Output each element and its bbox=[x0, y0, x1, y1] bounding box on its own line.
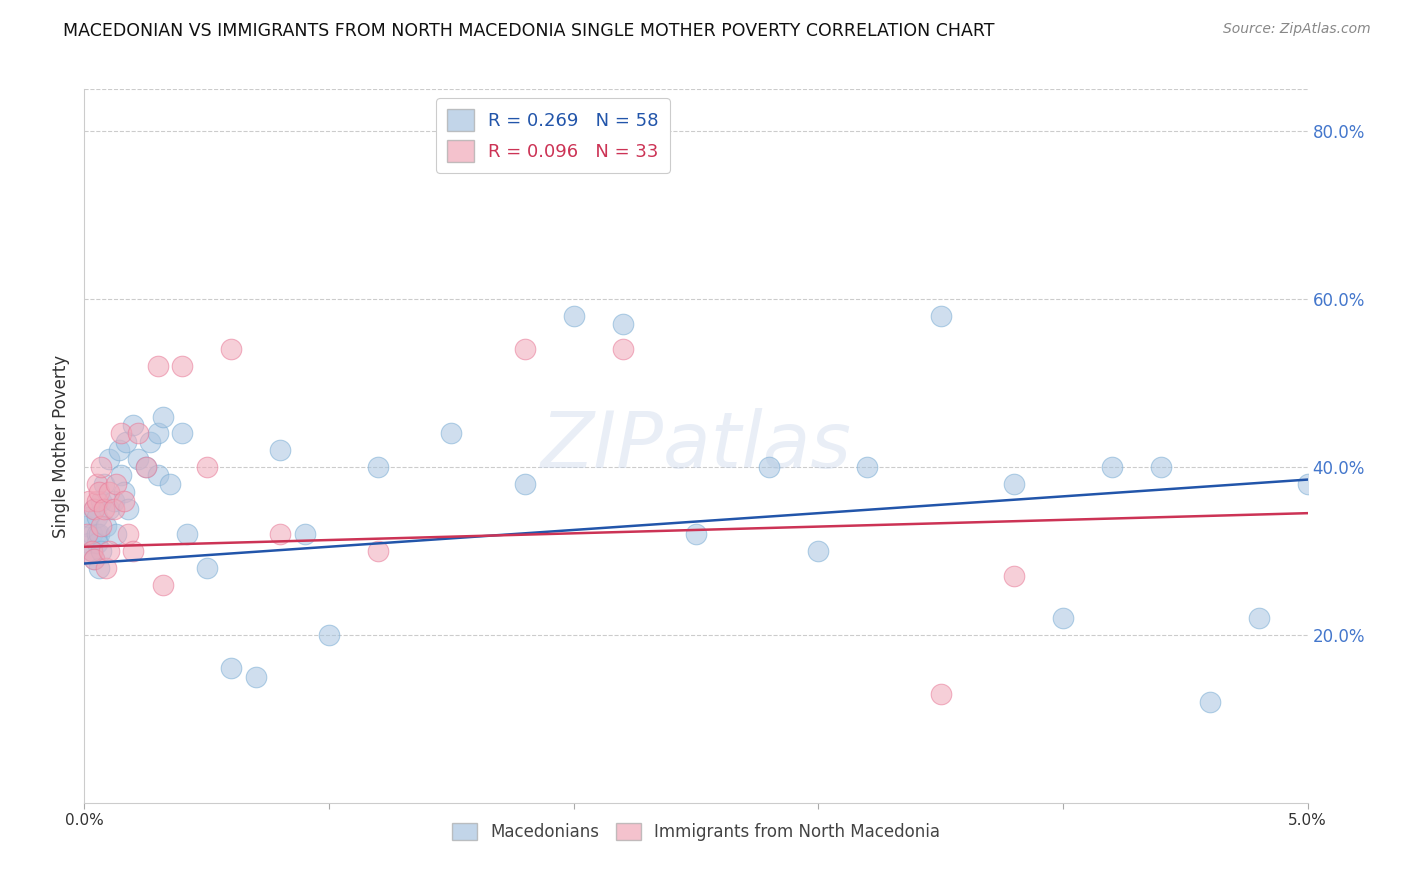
Point bbox=[80, 544, 103, 558]
Point bbox=[612, 343, 634, 357]
Point bbox=[440, 426, 463, 441]
Point bbox=[122, 544, 145, 558]
Point bbox=[80, 527, 103, 541]
Point bbox=[1247, 611, 1270, 625]
Point bbox=[367, 460, 389, 475]
Point bbox=[103, 502, 125, 516]
Point bbox=[115, 434, 138, 449]
Point bbox=[77, 493, 100, 508]
Point bbox=[856, 460, 879, 475]
Point bbox=[97, 544, 120, 558]
Text: MACEDONIAN VS IMMIGRANTS FROM NORTH MACEDONIA SINGLE MOTHER POVERTY CORRELATION : MACEDONIAN VS IMMIGRANTS FROM NORTH MACE… bbox=[63, 22, 995, 40]
Point bbox=[83, 552, 105, 566]
Point bbox=[929, 687, 952, 701]
Point bbox=[135, 460, 157, 475]
Point bbox=[1052, 611, 1074, 625]
Point bbox=[127, 451, 149, 466]
Point bbox=[90, 493, 112, 508]
Point bbox=[146, 426, 169, 441]
Point bbox=[195, 560, 218, 574]
Point bbox=[86, 527, 108, 541]
Point bbox=[294, 527, 316, 541]
Point bbox=[269, 443, 291, 458]
Point bbox=[87, 527, 110, 541]
Point bbox=[146, 468, 169, 483]
Point bbox=[685, 527, 707, 541]
Point bbox=[152, 577, 174, 591]
Point bbox=[90, 544, 112, 558]
Point bbox=[562, 309, 585, 323]
Point bbox=[127, 426, 149, 441]
Point bbox=[152, 409, 174, 424]
Point bbox=[159, 476, 181, 491]
Point bbox=[117, 527, 139, 541]
Point bbox=[77, 535, 100, 549]
Point bbox=[513, 343, 536, 357]
Point bbox=[76, 518, 98, 533]
Point bbox=[195, 460, 218, 475]
Point bbox=[122, 417, 145, 432]
Point bbox=[112, 493, 135, 508]
Point bbox=[86, 493, 108, 508]
Point bbox=[87, 560, 110, 574]
Point bbox=[83, 502, 105, 516]
Point bbox=[135, 460, 157, 475]
Point bbox=[93, 502, 115, 516]
Point bbox=[176, 527, 198, 541]
Point bbox=[146, 359, 169, 374]
Point bbox=[90, 460, 112, 475]
Point bbox=[1002, 569, 1025, 583]
Point bbox=[219, 343, 242, 357]
Point bbox=[172, 359, 194, 374]
Point bbox=[80, 544, 103, 558]
Point bbox=[97, 451, 120, 466]
Point bbox=[77, 510, 100, 524]
Y-axis label: Single Mother Poverty: Single Mother Poverty bbox=[52, 354, 70, 538]
Point bbox=[612, 318, 634, 332]
Point bbox=[86, 535, 108, 549]
Point bbox=[1198, 695, 1220, 709]
Point bbox=[172, 426, 194, 441]
Point bbox=[1002, 476, 1025, 491]
Point bbox=[90, 518, 112, 533]
Point bbox=[1101, 460, 1123, 475]
Point bbox=[107, 443, 129, 458]
Point bbox=[105, 476, 128, 491]
Point bbox=[103, 493, 125, 508]
Text: Source: ZipAtlas.com: Source: ZipAtlas.com bbox=[1223, 22, 1371, 37]
Point bbox=[96, 518, 118, 533]
Point bbox=[110, 468, 132, 483]
Point bbox=[96, 560, 118, 574]
Point bbox=[269, 527, 291, 541]
Point bbox=[105, 527, 128, 541]
Point bbox=[97, 485, 120, 500]
Point bbox=[318, 628, 340, 642]
Point bbox=[86, 510, 108, 524]
Point bbox=[117, 502, 139, 516]
Point bbox=[110, 426, 132, 441]
Point bbox=[513, 476, 536, 491]
Point bbox=[139, 434, 162, 449]
Point bbox=[97, 502, 120, 516]
Point bbox=[83, 552, 105, 566]
Point bbox=[1296, 476, 1319, 491]
Legend: Macedonians, Immigrants from North Macedonia: Macedonians, Immigrants from North Maced… bbox=[446, 816, 946, 848]
Point bbox=[245, 670, 267, 684]
Point bbox=[807, 544, 830, 558]
Point bbox=[929, 309, 952, 323]
Point bbox=[87, 485, 110, 500]
Point bbox=[86, 476, 108, 491]
Point bbox=[83, 502, 105, 516]
Point bbox=[219, 661, 242, 675]
Point bbox=[367, 544, 389, 558]
Point bbox=[1150, 460, 1173, 475]
Text: ZIPatlas: ZIPatlas bbox=[540, 408, 852, 484]
Point bbox=[758, 460, 780, 475]
Point bbox=[76, 527, 98, 541]
Point bbox=[112, 485, 135, 500]
Point bbox=[93, 476, 115, 491]
